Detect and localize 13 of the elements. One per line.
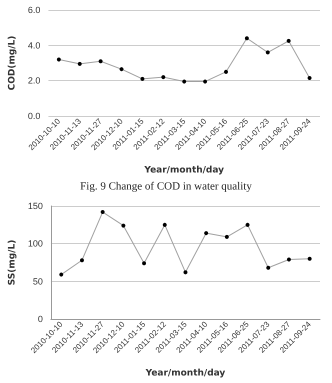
y-axis-title: COD(mg/L)	[8, 36, 18, 90]
y-tick-label: 0	[38, 314, 43, 324]
y-tick-label: 4.0	[28, 40, 40, 50]
y-tick-label: 50	[32, 276, 43, 286]
y-tick-label: 2.0	[28, 76, 40, 86]
y-axis-title: SS(mg/L)	[8, 240, 18, 286]
x-axis-title: Year/month/day	[144, 368, 226, 378]
caption: Fig. 9 Change of COD in water quality	[80, 180, 252, 192]
y-tick-label: 100	[28, 238, 43, 249]
y-tick-label: 150	[28, 201, 43, 211]
x-axis-title: Year/month/day	[143, 166, 224, 176]
y-tick-label: 0.0	[28, 111, 40, 121]
y-tick-label: 6.0	[28, 5, 40, 15]
